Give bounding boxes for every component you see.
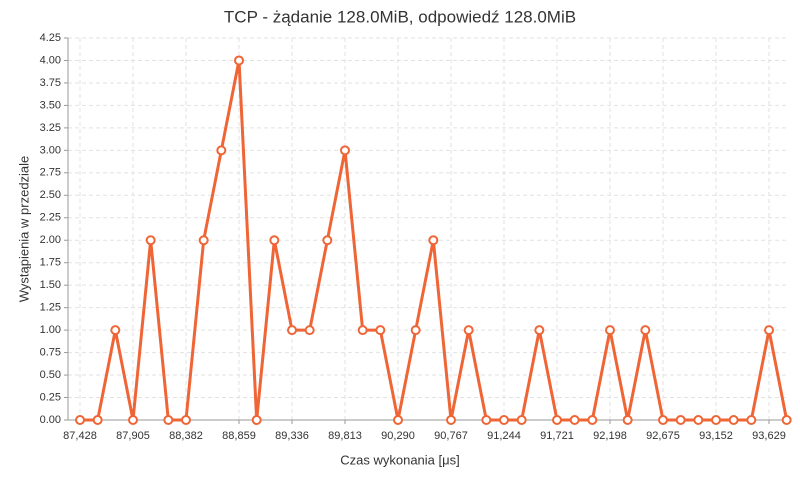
- data-point: [622, 415, 633, 425]
- data-point: [781, 415, 792, 425]
- x-tick-label: 88,382: [169, 430, 203, 442]
- data-point: [393, 415, 403, 425]
- data-point: [145, 235, 156, 246]
- data-point: [711, 415, 721, 425]
- y-tick-label: 2.50: [40, 189, 61, 201]
- data-point: [110, 325, 121, 336]
- data-point: [128, 415, 138, 425]
- x-tick-label: 89,336: [275, 430, 309, 442]
- data-point: [481, 415, 492, 425]
- x-tick-label: 93,629: [752, 430, 786, 442]
- data-point: [163, 415, 174, 425]
- data-point: [516, 415, 527, 425]
- data-point: [463, 325, 474, 336]
- data-point: [675, 415, 686, 425]
- y-axis-label: Wystąpienia w przedziale: [16, 156, 31, 303]
- x-tick-label: 93,152: [699, 430, 733, 442]
- y-tick-label: 1.00: [40, 324, 61, 336]
- x-tick-label: 92,198: [593, 430, 627, 442]
- x-tick-label: 87,428: [63, 430, 97, 442]
- y-tick-label: 0.75: [40, 346, 61, 358]
- data-point: [234, 55, 244, 66]
- data-point: [728, 415, 739, 425]
- data-point: [216, 145, 227, 156]
- y-tick-label: 0.50: [40, 369, 61, 381]
- data-point: [287, 325, 297, 336]
- y-tick-label: 2.75: [40, 167, 61, 179]
- y-tick-label: 1.25: [40, 302, 61, 314]
- data-point: [746, 415, 757, 425]
- data-point: [640, 325, 651, 336]
- data-point: [534, 325, 545, 336]
- y-tick-label: 3.75: [40, 77, 61, 89]
- x-tick-label: 90,767: [434, 430, 468, 442]
- y-tick-label: 4.25: [40, 32, 61, 44]
- data-point: [304, 325, 315, 336]
- data-point: [251, 415, 262, 425]
- chart-title: TCP - żądanie 128.0MiB, odpowiedź 128.0M…: [224, 7, 576, 26]
- data-point: [181, 415, 191, 425]
- data-point: [587, 415, 598, 425]
- x-tick-label: 91,244: [487, 430, 521, 442]
- data-point: [658, 415, 668, 425]
- y-tick-label: 3.50: [40, 99, 61, 111]
- x-axis-label: Czas wykonania [μs]: [340, 452, 459, 467]
- data-point: [428, 235, 439, 246]
- y-tick-label: 0.00: [40, 414, 61, 426]
- data-point: [499, 415, 509, 425]
- y-tick-label: 2.00: [40, 234, 61, 246]
- x-tick-label: 90,290: [381, 430, 415, 442]
- data-point: [693, 415, 704, 425]
- y-tick-label: 2.25: [40, 212, 61, 224]
- data-point: [269, 235, 280, 246]
- data-point: [446, 415, 456, 425]
- data-point: [764, 325, 774, 336]
- data-point: [375, 325, 386, 336]
- data-point: [605, 325, 615, 336]
- x-tick-label: 91,721: [540, 430, 574, 442]
- y-tick-label: 0.25: [40, 391, 61, 403]
- y-tick-label: 1.50: [40, 279, 61, 291]
- data-point: [340, 145, 350, 156]
- x-tick-label: 88,859: [222, 430, 256, 442]
- data-point: [552, 415, 562, 425]
- x-tick-label: 87,905: [116, 430, 150, 442]
- data-point: [357, 325, 368, 336]
- y-tick-label: 3.00: [40, 144, 61, 156]
- data-point: [198, 235, 209, 246]
- data-point: [92, 415, 103, 425]
- data-point: [322, 235, 333, 246]
- data-point: [569, 415, 580, 425]
- y-tick-label: 4.00: [40, 54, 61, 66]
- data-point: [410, 325, 421, 336]
- y-tick-label: 3.25: [40, 122, 61, 134]
- y-tick-label: 1.75: [40, 257, 61, 269]
- data-point: [75, 415, 85, 425]
- x-tick-label: 92,675: [646, 430, 680, 442]
- x-tick-label: 89,813: [328, 430, 362, 442]
